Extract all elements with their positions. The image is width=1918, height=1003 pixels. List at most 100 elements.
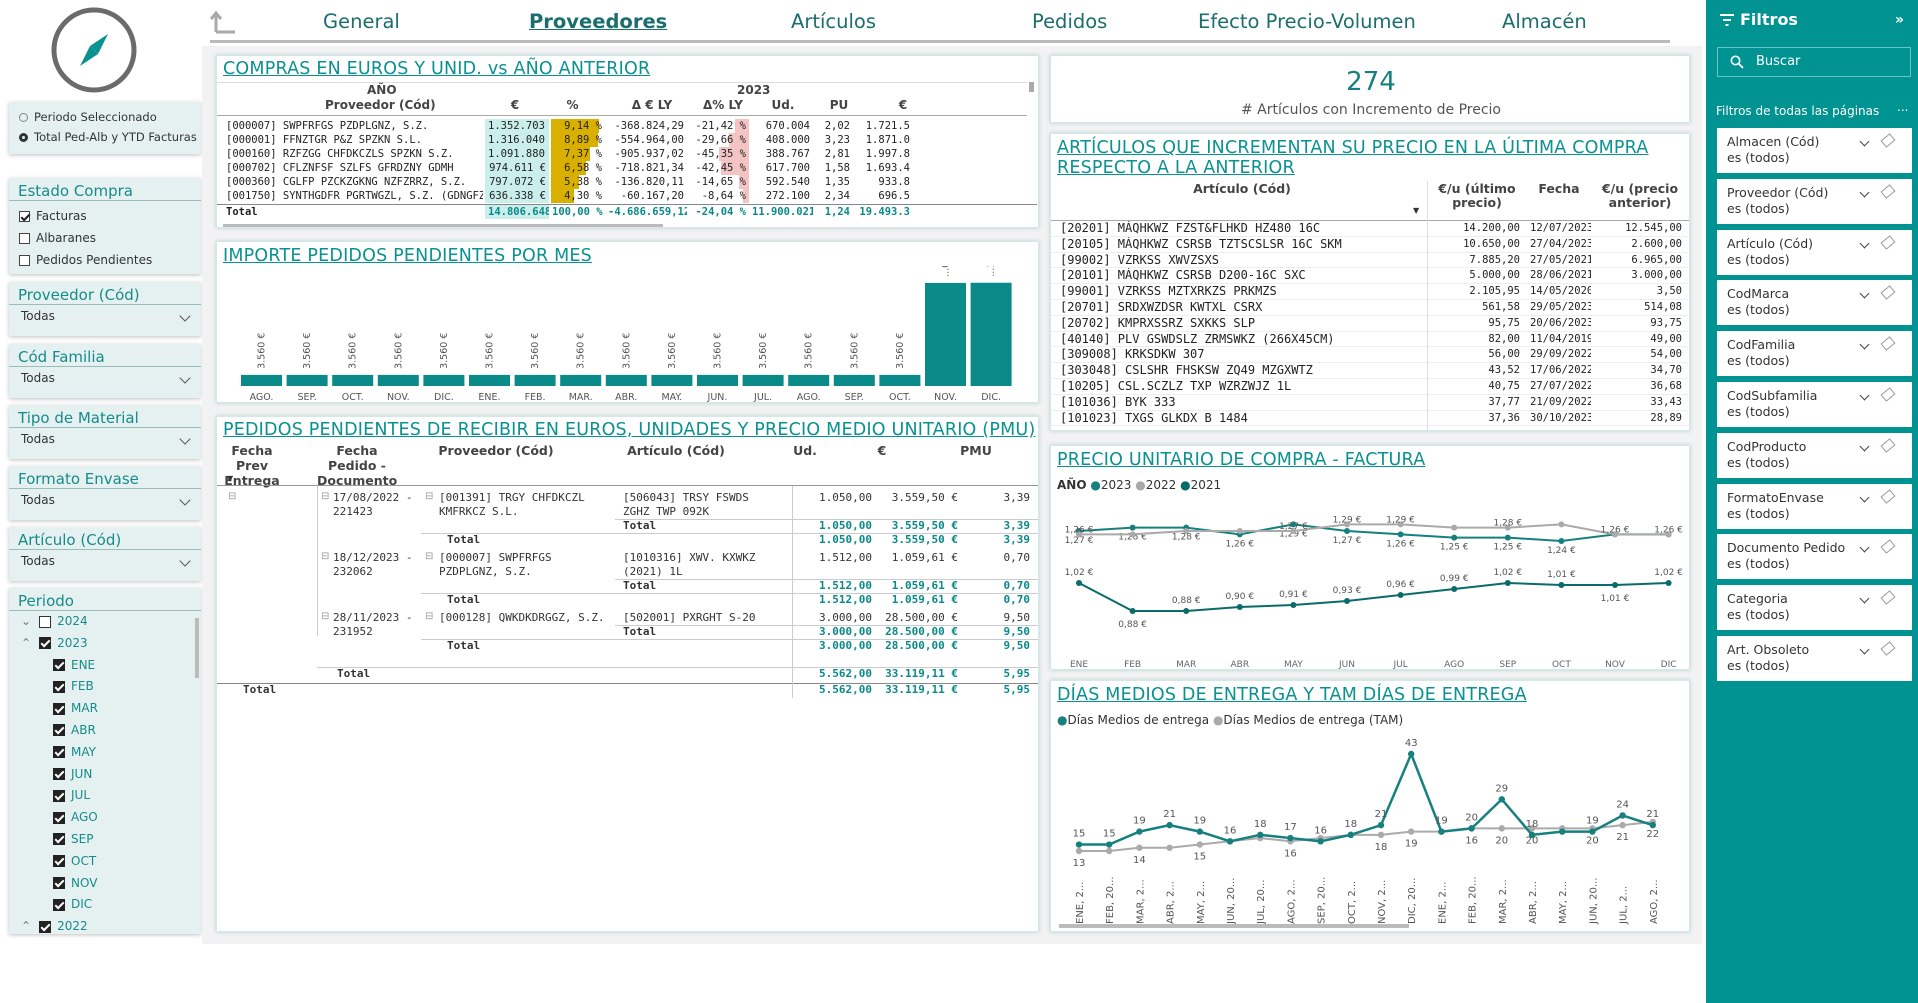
precio-point[interactable] [1612, 531, 1618, 538]
eraser-icon[interactable] [1880, 133, 1896, 148]
periodo-month-jul[interactable]: JUL [21, 785, 201, 807]
back-arrow-icon[interactable] [209, 8, 236, 34]
radio-periodo-seleccionado[interactable]: Periodo Seleccionado [9, 110, 201, 130]
precio-point[interactable] [1612, 582, 1618, 588]
dias-point[interactable] [1226, 838, 1234, 845]
dias-point[interactable] [1377, 831, 1385, 839]
collapse-icon[interactable]: ⊟ [425, 551, 434, 562]
periodo-month-may[interactable]: MAY [21, 742, 201, 764]
compras-h-scroll[interactable] [223, 224, 663, 227]
precio-point[interactable] [1558, 582, 1565, 588]
chevron-down-icon[interactable] [1859, 339, 1870, 350]
periodo-year-2024[interactable]: ⌄ 2024 [21, 614, 88, 628]
dias-point[interactable] [1196, 841, 1203, 848]
formato-envase-dropdown[interactable]: Todas [9, 489, 201, 507]
eraser-icon[interactable] [1880, 234, 1896, 250]
filter-pane-collapse-icon[interactable]: » [1895, 12, 1905, 28]
collapse-icon[interactable]: ⊟ [228, 491, 237, 502]
filter-more-icon[interactable]: ... [1897, 100, 1909, 114]
periodo-month-nov[interactable]: NOV [21, 873, 201, 895]
dias-point[interactable] [1257, 831, 1264, 839]
dias-point[interactable] [1619, 812, 1626, 819]
filter-card-3[interactable]: CodMarca es (todos) [1717, 280, 1912, 326]
cod-familia-dropdown[interactable]: Todas [9, 367, 201, 385]
periodo-month-feb[interactable]: FEB [21, 676, 201, 698]
dias-point[interactable] [1166, 844, 1173, 851]
dias-point[interactable] [1317, 838, 1324, 845]
tab-almacen[interactable]: Almacén [1502, 10, 1587, 33]
chevron-down-icon[interactable] [1859, 187, 1870, 198]
dias-point[interactable] [1498, 796, 1505, 803]
chevron-down-icon[interactable] [1859, 441, 1870, 452]
filter-card-9[interactable]: Categoria es (todos) [1717, 585, 1912, 631]
precio-point[interactable] [1183, 528, 1190, 534]
tab-general[interactable]: General [323, 10, 400, 33]
dias-point[interactable] [1528, 825, 1536, 832]
eraser-icon[interactable] [1880, 387, 1896, 402]
precio-point[interactable] [1451, 534, 1458, 541]
bar-2[interactable] [332, 374, 374, 386]
bar-13[interactable] [833, 374, 875, 386]
dias-point[interactable] [1287, 834, 1294, 842]
eraser-icon[interactable] [1880, 336, 1896, 351]
chevron-down-icon[interactable] [1859, 492, 1870, 503]
dias-point[interactable] [1377, 821, 1385, 829]
eraser-icon[interactable] [1880, 285, 1896, 301]
tab-articulos[interactable]: Artículos [791, 10, 877, 33]
collapse-icon[interactable]: ⊟ [425, 491, 434, 502]
radio-total-ped-alb[interactable]: Total Ped-Alb y YTD Facturas [9, 130, 201, 144]
eraser-icon[interactable] [1880, 590, 1896, 605]
precio-point[interactable] [1076, 580, 1082, 586]
precio-point[interactable] [1397, 521, 1404, 528]
filter-card-2[interactable]: Artículo (Cód) es (todos) [1717, 229, 1912, 275]
dias-point[interactable] [1438, 828, 1445, 835]
precio-point[interactable] [1183, 608, 1190, 614]
bar-8[interactable] [605, 374, 647, 386]
collapse-icon[interactable]: ⊟ [321, 611, 330, 622]
precio-point[interactable] [1504, 534, 1511, 541]
dias-point[interactable] [1649, 821, 1656, 829]
chevron-down-icon[interactable] [1859, 644, 1870, 655]
eraser-icon[interactable] [1880, 183, 1896, 199]
periodo-month-ago[interactable]: AGO [21, 807, 201, 829]
dias-point[interactable] [1347, 831, 1354, 839]
chevron-down-icon[interactable] [1859, 593, 1870, 604]
periodo-month-oct[interactable]: OCT [21, 851, 201, 873]
periodo-month-ene[interactable]: ENE [21, 655, 201, 677]
filter-card-5[interactable]: CodSubfamilia es (todos) [1717, 382, 1912, 427]
dias-point[interactable] [1408, 750, 1415, 758]
dias-point[interactable] [1166, 821, 1173, 829]
dias-point[interactable] [1528, 831, 1536, 839]
dias-point[interactable] [1196, 828, 1203, 835]
precio-point[interactable] [1129, 524, 1136, 531]
dias-point[interactable] [1619, 821, 1626, 829]
precio-point[interactable] [1129, 608, 1136, 614]
bar-3[interactable] [377, 374, 419, 386]
precio-point[interactable] [1504, 580, 1511, 586]
dias-point[interactable] [1136, 844, 1143, 851]
dias-point[interactable] [1408, 828, 1415, 835]
filter-card-6[interactable]: CodProducto es (todos) [1717, 432, 1912, 478]
bar-6[interactable] [514, 374, 556, 386]
precio-point[interactable] [1451, 524, 1458, 531]
dias-point[interactable] [1106, 841, 1113, 848]
filter-search-input[interactable]: Buscar [1717, 47, 1911, 77]
precio-point[interactable] [1076, 531, 1082, 538]
periodo-month-abr[interactable]: ABR [21, 720, 201, 742]
dias-h-scroll[interactable] [1059, 924, 1409, 928]
precio-point[interactable] [1344, 528, 1350, 534]
precio-point[interactable] [1290, 602, 1297, 608]
bar-12[interactable] [788, 374, 830, 386]
sort-down-icon[interactable]: ▼ [227, 474, 234, 483]
tab-proveedores[interactable]: Proveedores [529, 10, 668, 33]
precio-point[interactable] [1236, 528, 1243, 534]
filter-card-0[interactable]: Almacen (Cód) es (todos) [1717, 128, 1912, 173]
articulo-dropdown[interactable]: Todas [9, 550, 201, 568]
periodo-year-2022[interactable]: ⌃ 2022 [21, 919, 88, 934]
filter-card-10[interactable]: Art. Obsoleto es (todos) [1717, 636, 1912, 681]
dias-point[interactable] [1106, 847, 1113, 855]
tipo-material-dropdown[interactable]: Todas [9, 428, 201, 446]
tab-pedidos[interactable]: Pedidos [1032, 10, 1108, 33]
dias-point[interactable] [1498, 825, 1505, 832]
dias-point[interactable] [1589, 828, 1596, 835]
